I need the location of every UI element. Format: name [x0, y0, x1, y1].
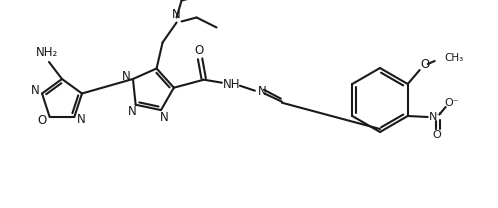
Text: O⁻: O⁻	[444, 98, 459, 108]
Text: N: N	[257, 85, 266, 98]
Text: N: N	[122, 71, 130, 83]
Text: N: N	[77, 114, 86, 126]
Text: N: N	[172, 9, 181, 21]
Text: NH₂: NH₂	[36, 47, 58, 59]
Text: O: O	[420, 58, 429, 72]
Text: NH: NH	[223, 78, 241, 91]
Text: O: O	[432, 130, 441, 140]
Text: O: O	[194, 44, 204, 57]
Text: N⁺: N⁺	[429, 112, 443, 122]
Text: N: N	[31, 84, 39, 97]
Text: N: N	[128, 105, 137, 118]
Text: O: O	[37, 114, 46, 128]
Text: CH₃: CH₃	[445, 53, 464, 63]
Text: N: N	[159, 111, 168, 124]
